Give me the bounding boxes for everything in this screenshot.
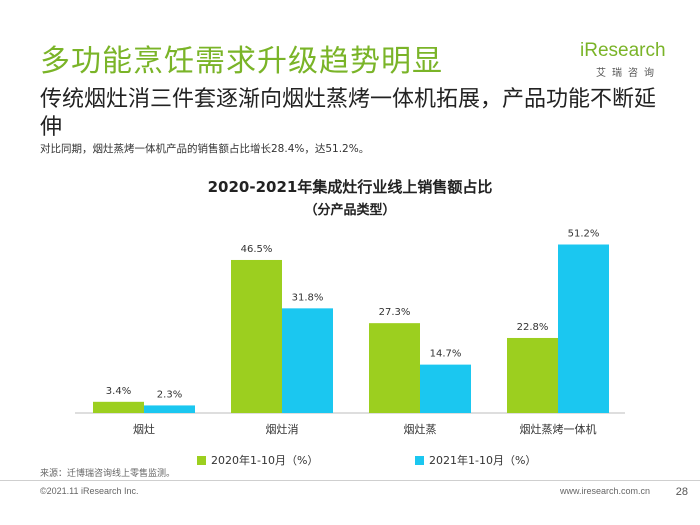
footer-divider	[0, 480, 700, 481]
data-label-2020-0: 3.4%	[106, 386, 131, 397]
data-label-2021-0: 2.3%	[157, 389, 182, 400]
legend-swatch-2021	[415, 455, 424, 465]
category-label-3: 烟灶蒸烤一体机	[520, 422, 597, 436]
chart-subtitle: （分产品类型）	[304, 203, 396, 218]
bar-2020-2	[369, 323, 420, 413]
website-link[interactable]: www.iresearch.com.cn	[559, 486, 650, 496]
copyright: ©2021.11 iResearch Inc.	[40, 486, 139, 496]
category-label-2: 烟灶蒸	[404, 422, 437, 436]
iresearch-logo: iResearch 艾瑞咨询	[580, 40, 666, 79]
bar-2021-2	[420, 364, 471, 413]
logo-research: Research	[584, 40, 666, 61]
category-label-0: 烟灶	[133, 422, 155, 436]
bar-2020-0	[93, 401, 144, 413]
chart-title: 2020-2021年集成灶行业线上销售额占比	[207, 178, 493, 196]
data-label-2020-2: 27.3%	[379, 307, 411, 318]
bar-2021-1	[282, 308, 333, 413]
bar-2021-0	[144, 405, 195, 413]
bar-2020-1	[231, 259, 282, 413]
logo-i: i	[580, 40, 585, 61]
legend-label-2021: 2021年1-10月（%）	[429, 454, 537, 467]
source-note: 来源：迁博瑞咨询线上零售监测。	[40, 469, 176, 479]
data-label-2021-3: 51.2%	[568, 229, 600, 240]
legend-item-2020: 2020年1-10月（%）	[197, 452, 318, 468]
data-label-2020-3: 22.8%	[517, 322, 549, 333]
legend-swatch-2020	[197, 455, 206, 465]
legend-label-2020: 2020年1-10月（%）	[211, 454, 319, 467]
bar-2020-3	[507, 337, 558, 413]
category-label-1: 烟灶消	[266, 422, 299, 436]
data-label-2021-1: 31.8%	[292, 292, 324, 303]
page-number: 28	[675, 486, 688, 498]
page-subtitle: 传统烟灶消三件套逐渐向烟灶蒸烤一体机拓展，产品功能不断延伸	[40, 87, 657, 140]
data-label-2021-2: 14.7%	[430, 349, 462, 360]
page-title: 多功能烹饪需求升级趋势明显	[40, 44, 443, 79]
logo-wordmark: iResearch	[580, 40, 666, 62]
logo-subtext: 艾瑞咨询	[596, 68, 660, 79]
summary-note: 对比同期，烟灶蒸烤一体机产品的销售额占比增长28.4%，达51.2%。	[40, 143, 370, 155]
bar-2021-3	[558, 244, 609, 413]
data-label-2020-1: 46.5%	[241, 244, 273, 255]
legend-item-2021: 2021年1-10月（%）	[415, 452, 536, 468]
